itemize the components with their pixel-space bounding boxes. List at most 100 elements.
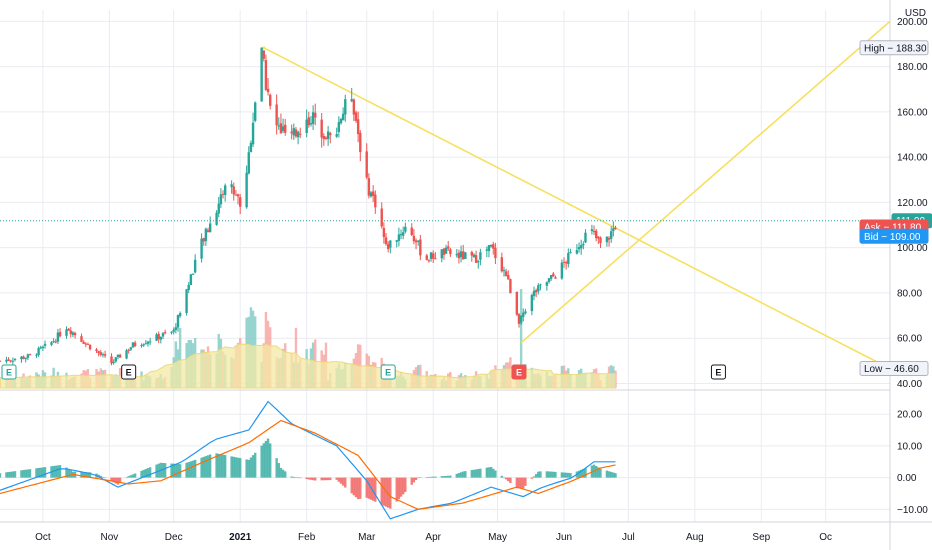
currency-label: USD xyxy=(905,8,926,19)
candle-body xyxy=(294,129,298,137)
candle-body xyxy=(9,360,12,362)
macd-histogram-bar xyxy=(191,460,195,478)
earnings-marker[interactable]: E xyxy=(710,364,726,380)
macd-histogram-bar xyxy=(43,467,47,478)
candle-body xyxy=(519,315,523,323)
macd-histogram-bar xyxy=(187,462,190,478)
volume-bar xyxy=(519,289,523,388)
candle-body xyxy=(530,294,534,312)
macd-histogram-bar xyxy=(515,477,519,489)
candle-body xyxy=(22,356,25,359)
candle-body xyxy=(449,249,452,255)
price-tick-label: 180.00 xyxy=(897,62,928,73)
macd-histogram-bar xyxy=(419,477,422,478)
trendline-0 xyxy=(263,47,891,370)
candle-body xyxy=(305,119,308,133)
candle-body xyxy=(292,128,296,136)
macd-histogram-bar xyxy=(432,476,435,478)
macd-histogram-bar xyxy=(524,477,527,486)
candle-body xyxy=(101,354,105,356)
macd-histogram-bar xyxy=(326,477,330,481)
candle-body xyxy=(296,131,300,138)
candle-body xyxy=(71,332,75,335)
macd-histogram-bar xyxy=(269,443,272,478)
macd-histogram-bar xyxy=(24,469,27,478)
candle-body xyxy=(311,112,315,124)
earnings-badge xyxy=(380,364,396,380)
macd-histogram-bar xyxy=(262,443,265,478)
macd-histogram-bar xyxy=(545,471,549,478)
candle-body xyxy=(457,252,461,259)
macd-histogram-bar xyxy=(605,470,609,478)
price-tick-label: 140.00 xyxy=(897,153,928,164)
macd-histogram-bar xyxy=(380,477,383,505)
macd-histogram-bar xyxy=(410,477,413,485)
macd-histogram-bar xyxy=(610,471,613,478)
candle-body xyxy=(341,113,345,121)
candle-body xyxy=(359,132,362,153)
candle-body xyxy=(492,244,495,249)
price-axis[interactable]: 40.00 60.00 80.00 100.00 120.00 140.00 160.00 1… xyxy=(0,17,932,516)
macd-histogram-bar xyxy=(382,477,386,506)
macd-histogram-bar xyxy=(193,459,197,478)
candle-body xyxy=(82,341,85,344)
macd-tick-label: 10.00 xyxy=(897,441,922,452)
macd-histogram-bar xyxy=(5,472,8,478)
candle-body xyxy=(326,131,330,140)
macd-histogram-bar xyxy=(247,459,250,478)
candle-body xyxy=(140,345,143,347)
time-tick-label: Feb xyxy=(298,532,316,543)
macd-histogram-bar xyxy=(230,456,233,478)
candle-body xyxy=(470,251,474,256)
macd-histogram-bar xyxy=(324,477,328,481)
candle-body xyxy=(564,262,568,264)
candle-body xyxy=(260,47,263,102)
macd-histogram-bar xyxy=(142,469,145,478)
trendlines[interactable] xyxy=(262,20,891,370)
candle-body xyxy=(206,230,210,233)
macd-histogram-bar xyxy=(204,456,208,478)
trendline-1 xyxy=(520,20,891,344)
candle-body xyxy=(365,151,368,178)
candle-body xyxy=(389,240,392,248)
macd-histogram-bar xyxy=(386,477,390,508)
macd-histogram-bar xyxy=(223,455,227,478)
candle-body xyxy=(133,342,137,346)
macd-histogram-bar xyxy=(474,469,478,478)
candle-body xyxy=(146,341,150,344)
time-tick-label: Mar xyxy=(358,532,376,543)
candle-body xyxy=(247,152,250,174)
candle-body xyxy=(142,344,145,346)
earnings-marker[interactable]: E xyxy=(380,364,396,380)
time-tick-label: Nov xyxy=(100,532,118,543)
candle-body xyxy=(254,102,257,121)
candle-body xyxy=(0,360,2,362)
macd-histogram-bar xyxy=(472,469,476,478)
candle-body xyxy=(489,244,493,247)
macd-histogram-bar xyxy=(172,463,175,478)
candle-body xyxy=(148,341,152,343)
time-tick-label: Jul xyxy=(622,532,635,543)
earnings-marker[interactable]: E xyxy=(121,364,137,380)
candle-body xyxy=(427,260,431,262)
earnings-marker[interactable]: E xyxy=(511,364,527,380)
candle-body xyxy=(200,238,203,259)
candle-body xyxy=(464,252,467,259)
candle-body xyxy=(410,227,413,236)
candle-body xyxy=(163,332,167,334)
macd-histogram-bar xyxy=(399,477,403,497)
candle-body xyxy=(442,248,446,255)
macd-histogram-bar xyxy=(367,477,371,499)
macd-histogram-bar xyxy=(577,470,581,478)
earnings-marker[interactable]: E xyxy=(1,364,17,380)
macd-histogram-bar xyxy=(127,476,130,478)
time-axis[interactable]: Oct Nov Dec 2021 Feb Mar Apr May Jun Jul Aug Sep Oc xyxy=(35,532,832,543)
macd-histogram-bar xyxy=(84,472,87,478)
candle-body xyxy=(552,273,555,277)
macd-histogram-bar xyxy=(344,477,347,488)
candle-body xyxy=(249,142,253,153)
candle-body xyxy=(397,234,401,241)
macd-histogram-bar xyxy=(131,474,135,478)
